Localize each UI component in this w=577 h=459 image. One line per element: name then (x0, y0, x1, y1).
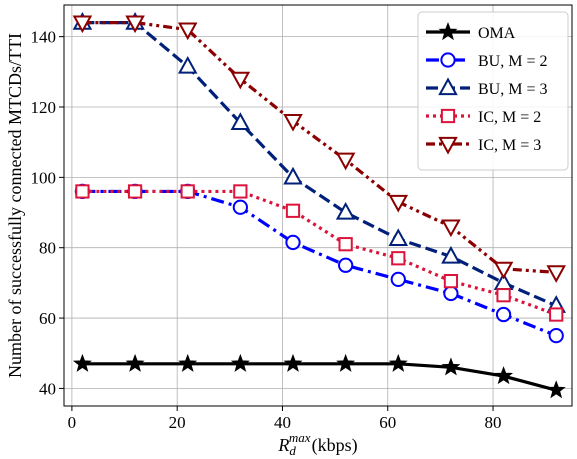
data-point (494, 366, 514, 385)
x-axis-label-subscript: d (289, 443, 296, 458)
data-point (232, 199, 248, 215)
data-point (388, 194, 409, 213)
plot-frame (63, 4, 573, 407)
x-tick-label: 20 (169, 413, 186, 432)
legend: OMA BU, M = 2 BU, M = 3 IC, M = 2 IC, M = 3 (417, 11, 569, 171)
data-point (390, 271, 406, 287)
data-point (496, 288, 511, 303)
data-point (388, 228, 409, 247)
legend-label: IC, M = 3 (478, 137, 541, 154)
x-tick-label: 0 (68, 413, 77, 432)
data-point (441, 357, 461, 376)
legend-item: BU, M = 3 (426, 77, 547, 98)
data-point (495, 306, 512, 323)
data-point (443, 274, 459, 289)
legend-marker (438, 22, 458, 41)
data-point (443, 285, 459, 302)
series-5 (72, 15, 566, 283)
data-point (75, 184, 90, 199)
data-point (177, 22, 198, 41)
data-point (391, 251, 406, 266)
data-point (178, 353, 198, 372)
x-axis-ticks: 0 20 40 60 80 (68, 406, 502, 432)
data-point (230, 112, 251, 130)
x-tick-label: 60 (379, 413, 396, 432)
legend-box (417, 11, 569, 171)
y-tick-label: 100 (31, 168, 57, 187)
data-point (546, 380, 566, 399)
x-axis-label: Rdmax(kbps) (277, 430, 357, 458)
data-point (335, 201, 356, 220)
legend-marker (438, 77, 458, 96)
y-axis-label: Number of successfully connected MTCDs/T… (5, 33, 25, 378)
legend-label: BU, M = 2 (478, 53, 547, 70)
data-point (549, 307, 564, 322)
series-2 (74, 183, 564, 344)
legend-label: IC, M = 2 (478, 109, 541, 126)
data-point (72, 15, 93, 34)
data-point (283, 113, 303, 132)
legend-marker (440, 108, 456, 124)
data-point (388, 353, 408, 372)
x-tick-label: 40 (274, 413, 291, 432)
data-point (233, 184, 248, 199)
data-point (72, 353, 92, 372)
data-point (338, 237, 353, 252)
data-point (125, 353, 145, 372)
data-point (283, 166, 303, 185)
legend-marker (440, 52, 456, 68)
data-point (177, 55, 198, 74)
data-point (125, 15, 145, 34)
x-tick-label: 80 (485, 413, 502, 432)
y-tick-label: 60 (39, 309, 56, 328)
legend-item: IC, M = 3 (426, 136, 541, 155)
data-point (283, 353, 303, 372)
series-line (82, 189, 557, 317)
series-line (82, 362, 557, 392)
x-axis-label-superscript: max (289, 430, 311, 445)
data-point (546, 265, 566, 283)
data-point (285, 203, 301, 218)
series-line (82, 20, 557, 274)
y-tick-label: 120 (31, 98, 57, 117)
legend-item: OMA (426, 22, 516, 42)
data-point (285, 234, 301, 251)
data-point (335, 152, 356, 171)
data-point (441, 245, 461, 264)
data-point (230, 353, 250, 372)
data-point (230, 71, 251, 90)
y-tick-label: 80 (39, 239, 56, 258)
data-point (493, 261, 514, 280)
legend-item: IC, M = 2 (426, 108, 541, 126)
data-point (441, 219, 461, 238)
series-1 (72, 353, 566, 399)
y-tick-label: 140 (31, 28, 57, 47)
series-line (82, 189, 557, 338)
series-line (82, 20, 557, 308)
data-point (336, 353, 356, 372)
legend-label: OMA (478, 25, 516, 42)
data-point (180, 184, 195, 199)
x-axis-label-unit: (kbps) (312, 435, 358, 456)
data-point (127, 184, 143, 199)
y-axis-ticks: 40 60 80 100 120 140 (31, 28, 64, 398)
legend-label: BU, M = 3 (478, 81, 547, 98)
legend-marker (438, 136, 458, 155)
x-axis-label-base: R (277, 435, 289, 455)
series-4 (75, 184, 564, 322)
y-tick-label: 40 (39, 379, 56, 398)
data-point (338, 257, 354, 273)
series-layer (72, 12, 566, 399)
legend-item: BU, M = 2 (426, 52, 547, 70)
data-point (548, 328, 564, 344)
